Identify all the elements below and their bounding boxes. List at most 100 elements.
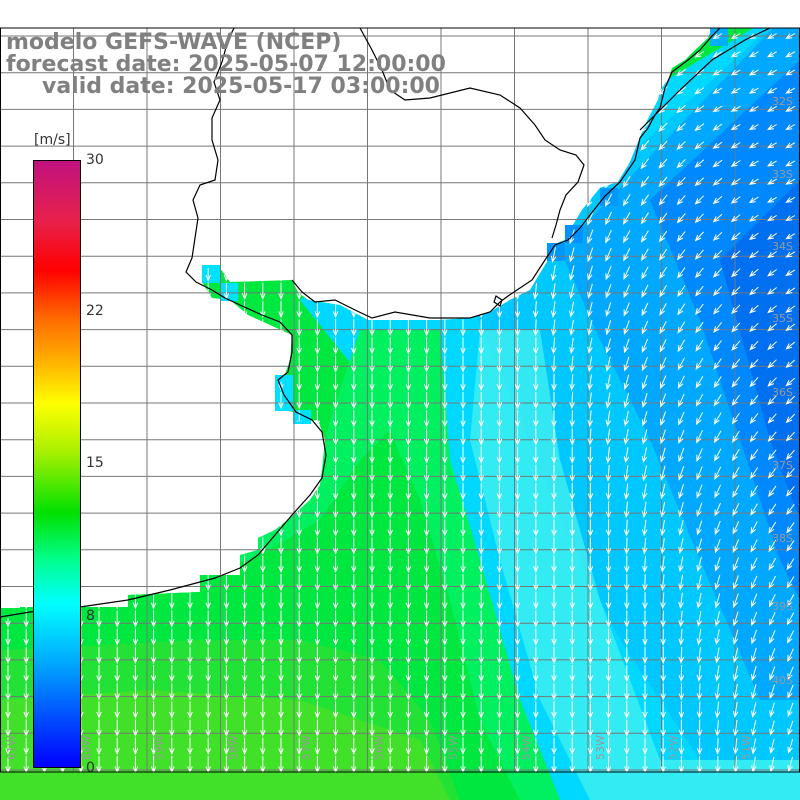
wind-arrow [478, 373, 484, 392]
wind-arrow [569, 446, 575, 464]
wind-arrow [114, 574, 120, 592]
wind-arrow [785, 323, 796, 332]
wind-arrow [750, 557, 758, 572]
wind-arrow [260, 301, 266, 319]
wind-arrow [241, 246, 248, 264]
wind-arrow [751, 702, 757, 718]
wind-arrow [695, 285, 704, 297]
wind-arrow [496, 574, 503, 592]
wind-arrow [296, 155, 302, 173]
wind-arrow [658, 248, 668, 261]
wind-arrow [569, 665, 575, 683]
wind-arrow [551, 392, 557, 410]
wind-arrow [369, 574, 375, 592]
wind-arrow [605, 464, 612, 482]
wind-arrow [150, 228, 157, 246]
wind-arrow [587, 356, 593, 373]
wind-arrow [532, 301, 539, 319]
wind-arrow [150, 537, 157, 555]
wind-arrow [23, 483, 29, 501]
wind-arrow [314, 319, 321, 337]
wind-arrow [442, 519, 448, 537]
wind-arrow [369, 501, 375, 519]
wind-arrow [5, 737, 11, 756]
wind-arrow [114, 464, 120, 483]
wind-arrow [223, 373, 230, 392]
wind-arrow [405, 246, 412, 264]
wind-arrow [260, 337, 266, 355]
wind-arrow [114, 483, 120, 501]
wind-arrow [114, 428, 120, 446]
wind-arrow [387, 701, 393, 719]
wind-arrow [766, 33, 777, 40]
wind-arrow [296, 264, 302, 282]
wind-arrow [187, 555, 193, 574]
wind-arrow [678, 447, 685, 463]
wind-arrow [676, 50, 686, 59]
wind-arrow [23, 228, 29, 246]
wind-arrow [387, 610, 393, 628]
wind-arrow [730, 123, 741, 131]
wind-arrow [314, 392, 321, 410]
wind-arrow [551, 646, 557, 665]
wind-arrow [749, 467, 759, 480]
wind-arrow [5, 173, 11, 191]
wind-arrow [132, 428, 139, 446]
wind-arrow [695, 375, 704, 389]
wind-arrow [767, 287, 778, 295]
wind-arrow [351, 210, 357, 228]
wind-arrow [132, 719, 139, 737]
wind-arrow [478, 191, 484, 209]
wind-arrow [496, 446, 503, 464]
wind-arrow [642, 592, 648, 610]
wind-arrow [369, 683, 375, 701]
wind-arrow [624, 665, 630, 683]
wind-arrow [296, 665, 302, 683]
wind-arrow [423, 100, 430, 119]
wind-arrow [150, 501, 157, 519]
wind-arrow [369, 719, 375, 737]
wind-arrow [748, 51, 759, 58]
wind-arrow [205, 155, 211, 173]
wind-arrow [478, 119, 484, 136]
wind-arrow [768, 539, 777, 553]
wind-arrow [460, 737, 466, 756]
wind-arrow [23, 264, 29, 282]
wind-arrow [296, 446, 302, 464]
wind-arrow [623, 392, 630, 409]
wind-arrow [260, 228, 266, 246]
wind-arrow [187, 628, 193, 646]
wind-arrow [712, 267, 723, 278]
wind-arrow [223, 610, 230, 628]
wind-arrow [514, 737, 521, 756]
wind-arrow [660, 592, 666, 610]
wind-arrow [587, 464, 594, 483]
wind-arrow [714, 737, 721, 756]
wind-arrow [332, 337, 339, 355]
wind-arrow [96, 264, 102, 282]
wind-arrow [423, 592, 430, 610]
wind-arrow [533, 392, 539, 410]
wind-arrow [332, 665, 339, 683]
wind-arrow [423, 301, 430, 319]
wind-arrow [748, 124, 759, 131]
wind-arrow [713, 340, 722, 352]
wind-arrow [658, 50, 668, 59]
wind-arrow [787, 630, 795, 644]
wind-arrow [460, 410, 466, 428]
wind-arrow [423, 119, 430, 137]
wind-arrow [205, 428, 211, 446]
wind-arrow [5, 446, 11, 464]
wind-arrow [423, 501, 430, 519]
wind-arrow [641, 393, 648, 409]
wind-arrow [713, 358, 722, 370]
wind-arrow [169, 737, 175, 756]
wind-arrow [369, 301, 375, 319]
wind-arrow [460, 282, 466, 301]
wind-arrow [551, 319, 557, 337]
wind-arrow [640, 194, 650, 206]
wind-arrow [405, 501, 412, 519]
wind-arrow [730, 142, 741, 149]
wind-arrow [514, 719, 521, 737]
